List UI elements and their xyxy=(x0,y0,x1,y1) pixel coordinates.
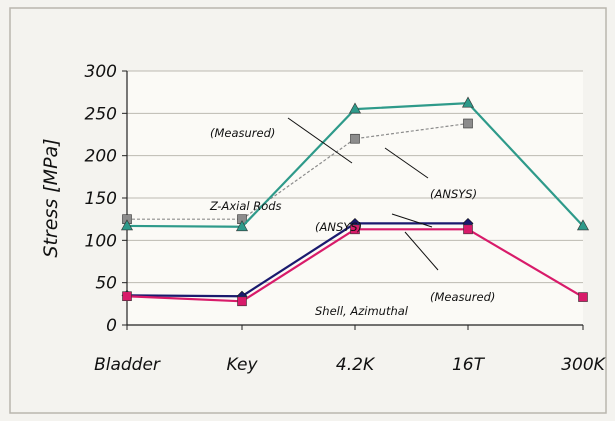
annotation-0: Z-Axial Rods (Measured) xyxy=(209,117,353,213)
data-point xyxy=(578,292,588,302)
annotation-layer: Z-Axial Rods (Measured) Z-Axial Rods (ANSYS… xyxy=(209,117,524,421)
x-tick-label: 16T xyxy=(452,355,486,375)
data-point xyxy=(350,133,360,144)
annotation-text: (ANSYS) xyxy=(315,220,362,234)
annotation-2: Shell, Azimuthal (ANSYS) xyxy=(315,213,433,318)
series-line xyxy=(126,222,468,298)
x-tick-label: Key xyxy=(226,355,258,375)
x-tick-label: 4.2K xyxy=(336,355,376,375)
y-axis-label: Stress [MPa] xyxy=(40,138,62,257)
leader-line xyxy=(391,213,433,228)
leader-line xyxy=(404,231,439,271)
y-tick-label: 150 xyxy=(85,189,117,209)
data-point xyxy=(120,219,134,231)
annotation-1: Z-Axial Rods (ANSYS) xyxy=(384,147,502,421)
data-point xyxy=(576,219,590,231)
x-tick-label: 300K xyxy=(561,355,606,375)
annotation-text: (Measured) xyxy=(210,126,275,140)
annotation-3: Shell, Azimuthal (Measured) xyxy=(404,231,524,421)
annotation-text: (Measured) xyxy=(430,290,495,304)
y-tick-label: 100 xyxy=(85,231,117,251)
data-point xyxy=(463,224,473,235)
annotation-text: (ANSYS) xyxy=(430,187,477,201)
y-tick-label: 0 xyxy=(106,316,117,336)
annotation-text: Shell, Azimuthal xyxy=(430,419,524,421)
leader-line xyxy=(287,117,353,164)
series-1 xyxy=(122,118,473,224)
annotation-text: Shell, Azimuthal xyxy=(315,304,409,318)
y-tick-label: 300 xyxy=(85,62,117,82)
data-point xyxy=(461,96,475,108)
y-tick-label: 50 xyxy=(95,274,117,294)
data-point xyxy=(235,220,249,232)
annotation-text: Z-Axial Rods xyxy=(209,199,282,213)
y-tick-label: 250 xyxy=(85,104,117,124)
data-point xyxy=(348,102,362,114)
x-tick-label: Bladder xyxy=(94,355,161,375)
data-point xyxy=(463,118,473,129)
data-point xyxy=(237,296,247,307)
series-layer xyxy=(120,96,590,307)
data-point xyxy=(122,291,132,302)
series-0 xyxy=(120,96,590,232)
annotation-text: Z-Axial Rods xyxy=(429,419,502,421)
axis-layer: 0 50 100 150 200 250 300 Bladder Key 4.2K 16T 300K xyxy=(85,62,607,375)
series-3 xyxy=(122,224,588,307)
y-tick-label: 200 xyxy=(85,147,117,167)
data-point xyxy=(350,224,360,235)
leader-line xyxy=(384,147,429,179)
series-line xyxy=(127,122,469,220)
